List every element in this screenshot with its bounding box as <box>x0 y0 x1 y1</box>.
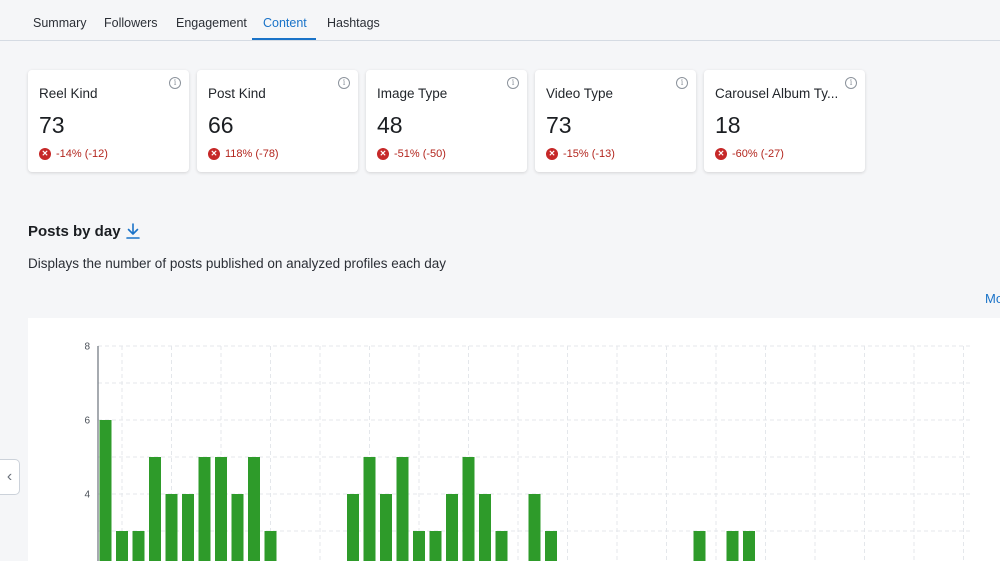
tab-engagement[interactable]: Engagement <box>176 16 247 30</box>
negative-change-icon: ✕ <box>715 148 727 160</box>
section-title: Posts by day <box>28 223 121 240</box>
y-tick-label: 4 <box>84 490 90 501</box>
bar[interactable] <box>231 494 244 561</box>
tab-hashtags[interactable]: Hashtags <box>327 16 380 30</box>
info-icon[interactable]: i <box>676 77 688 89</box>
card-delta: ✕ -15% (-13) <box>546 148 615 160</box>
bar[interactable] <box>165 494 178 561</box>
bar[interactable] <box>264 531 277 561</box>
card-title: Post Kind <box>208 86 266 101</box>
tab-content[interactable]: Content <box>263 16 307 30</box>
card-value: 48 <box>377 112 403 138</box>
active-tab-indicator <box>252 38 316 40</box>
tab-bar: Summary Followers Engagement Content Has… <box>0 0 1000 41</box>
card-value: 73 <box>39 112 65 138</box>
bar[interactable] <box>347 494 359 561</box>
negative-change-icon: ✕ <box>377 148 389 160</box>
posts-by-day-chart: 4 6 8 <box>28 318 1000 561</box>
card-delta: ✕ -60% (-27) <box>715 148 784 160</box>
metric-card-reel-kind: Reel Kind i 73 ✕ -14% (-12) <box>28 70 189 172</box>
bar[interactable] <box>528 494 541 561</box>
download-icon[interactable] <box>124 222 142 240</box>
bar[interactable] <box>462 457 475 561</box>
card-delta-text: -15% (-13) <box>563 148 615 160</box>
metric-card-carousel-album-type: Carousel Album Ty... i 18 ✕ -60% (-27) <box>704 70 865 172</box>
card-delta-text: 118% (-78) <box>225 148 279 160</box>
info-icon[interactable]: i <box>507 77 519 89</box>
card-delta-text: -60% (-27) <box>732 148 784 160</box>
card-delta: ✕ 118% (-78) <box>208 148 279 160</box>
negative-change-icon: ✕ <box>208 148 220 160</box>
tab-summary[interactable]: Summary <box>33 16 87 30</box>
section-description: Displays the number of posts published o… <box>28 256 446 271</box>
negative-change-icon: ✕ <box>546 148 558 160</box>
tab-followers[interactable]: Followers <box>104 16 158 30</box>
bar[interactable] <box>545 531 557 561</box>
bar[interactable] <box>215 457 227 561</box>
metric-card-image-type: Image Type i 48 ✕ -51% (-50) <box>366 70 527 172</box>
card-value: 73 <box>546 112 572 138</box>
info-icon[interactable]: i <box>845 77 857 89</box>
bar[interactable] <box>363 457 376 561</box>
negative-change-icon: ✕ <box>39 148 51 160</box>
bar[interactable] <box>380 494 392 561</box>
more-link[interactable]: Mo <box>985 291 1000 306</box>
bar[interactable] <box>99 420 112 561</box>
bar[interactable] <box>248 457 260 561</box>
card-title: Image Type <box>377 86 448 101</box>
bar[interactable] <box>693 531 706 561</box>
card-title: Video Type <box>546 86 614 101</box>
card-delta: ✕ -14% (-12) <box>39 148 108 160</box>
bar[interactable] <box>446 494 458 561</box>
bar[interactable] <box>479 494 491 561</box>
bar[interactable] <box>726 531 739 561</box>
chevron-left-icon[interactable]: ‹ <box>0 459 20 495</box>
bar[interactable] <box>182 494 194 561</box>
card-delta-text: -51% (-50) <box>394 148 446 160</box>
bar[interactable] <box>429 531 442 561</box>
y-tick-label: 8 <box>84 342 90 353</box>
bar[interactable] <box>413 531 425 561</box>
card-title: Carousel Album Ty... <box>715 86 839 101</box>
card-delta-text: -14% (-12) <box>56 148 108 160</box>
bar[interactable] <box>116 531 128 561</box>
card-title: Reel Kind <box>39 86 98 101</box>
info-icon[interactable]: i <box>169 77 181 89</box>
bar[interactable] <box>132 531 145 561</box>
card-value: 18 <box>715 112 741 138</box>
bar[interactable] <box>396 457 409 561</box>
card-value: 66 <box>208 112 234 138</box>
bar[interactable] <box>149 457 161 561</box>
card-delta: ✕ -51% (-50) <box>377 148 446 160</box>
info-icon[interactable]: i <box>338 77 350 89</box>
bar[interactable] <box>743 531 755 561</box>
bar[interactable] <box>495 531 508 561</box>
y-tick-label: 6 <box>84 416 90 427</box>
bar[interactable] <box>198 457 211 561</box>
bar-chart: 4 6 8 <box>84 342 972 561</box>
metric-card-post-kind: Post Kind i 66 ✕ 118% (-78) <box>197 70 358 172</box>
metric-card-video-type: Video Type i 73 ✕ -15% (-13) <box>535 70 696 172</box>
